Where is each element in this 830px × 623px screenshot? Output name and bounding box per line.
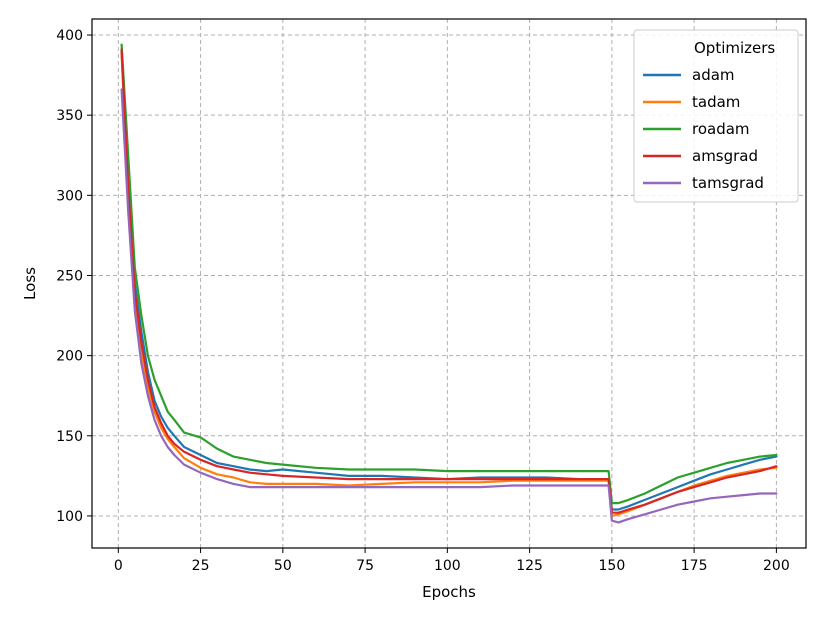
x-tick-label: 50 [274, 558, 292, 574]
legend-title: Optimizers [694, 39, 775, 57]
legend-label-tadam: tadam [692, 93, 740, 111]
legend-label-amsgrad: amsgrad [692, 147, 758, 165]
x-tick-label: 0 [114, 558, 123, 574]
legend-label-tamsgrad: tamsgrad [692, 174, 764, 192]
series-line-adam [120, 49, 778, 511]
x-tick-label: 200 [763, 558, 790, 574]
y-tick-label: 350 [56, 108, 83, 124]
y-tick-label: 200 [56, 349, 83, 365]
y-tick-label: 100 [56, 509, 83, 525]
plot-frame [91, 18, 807, 549]
y-tick-label: 300 [56, 188, 83, 204]
x-tick-label: 25 [192, 558, 210, 574]
series-line-roadam [120, 43, 778, 505]
ticks: 0 25 50 75 100 125 150 175 200 100 150 200 250 300 350… [56, 28, 789, 574]
x-tick-label: 150 [599, 558, 626, 574]
x-tick-label: 100 [434, 558, 461, 574]
series-lines [120, 43, 778, 524]
x-tick-label: 125 [516, 558, 543, 574]
x-tick-label: 75 [356, 558, 374, 574]
y-tick-label: 400 [56, 28, 83, 44]
legend: Optimizers adam tadam roadam amsgrad tamsgra… [633, 29, 799, 203]
x-axis-label: Epochs [422, 583, 476, 601]
series-line-tamsgrad [120, 88, 778, 524]
y-axis-label: Loss [21, 267, 39, 300]
y-tick-label: 150 [56, 429, 83, 445]
x-tick-label: 175 [681, 558, 708, 574]
legend-label-roadam: roadam [692, 120, 750, 138]
legend-items: adam tadam roadam amsgrad tamsgrad [643, 66, 764, 192]
legend-box [633, 29, 799, 203]
y-tick-label: 250 [56, 268, 83, 284]
series-line-amsgrad [120, 48, 778, 514]
legend-label-adam: adam [692, 66, 735, 84]
